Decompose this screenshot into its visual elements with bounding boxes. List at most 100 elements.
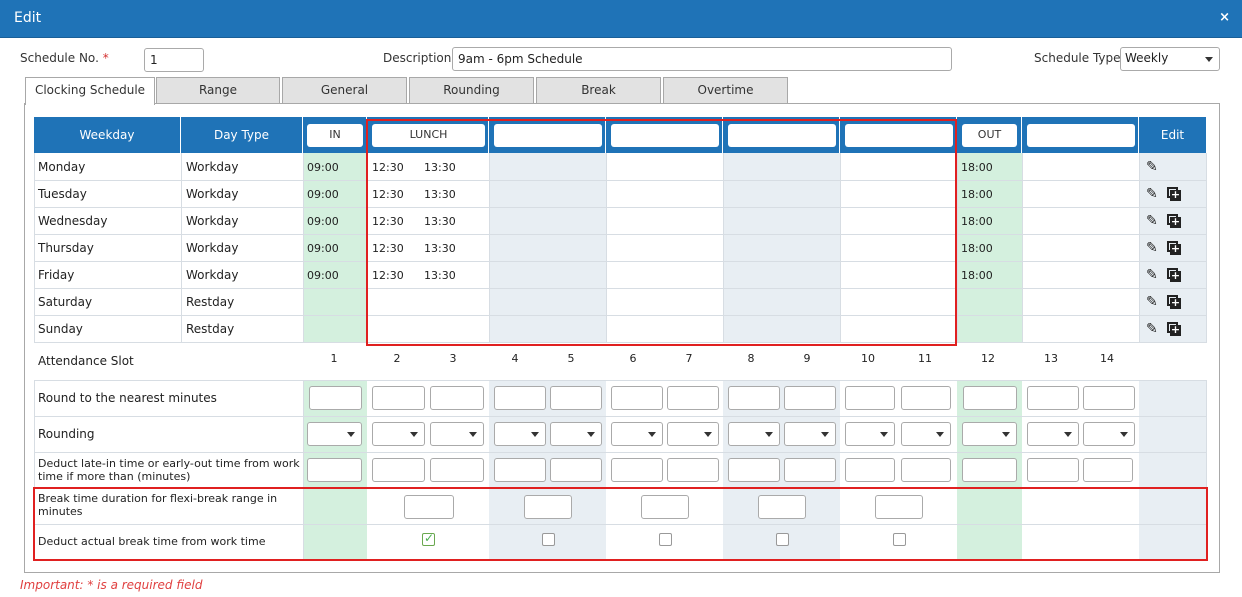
rounding-select[interactable]: [784, 422, 836, 446]
copy-add-icon[interactable]: +: [1167, 295, 1181, 309]
rounding-select[interactable]: [307, 422, 362, 446]
deduct-late-input[interactable]: [494, 458, 546, 482]
out-time[interactable]: 18:00: [961, 269, 993, 282]
in-time[interactable]: 09:00: [307, 269, 339, 282]
rounding-select[interactable]: [845, 422, 895, 446]
deduct-late-input[interactable]: [1083, 458, 1133, 482]
round-input[interactable]: [372, 386, 425, 410]
copy-add-icon[interactable]: +: [1167, 214, 1181, 228]
round-input[interactable]: [550, 386, 602, 410]
round-input[interactable]: [901, 386, 951, 410]
deduct-late-input[interactable]: [962, 458, 1017, 482]
slot-header-input[interactable]: [728, 124, 836, 147]
slot-header-input[interactable]: [494, 124, 602, 147]
lunch-end-time[interactable]: 13:30: [424, 188, 456, 201]
lunch-end-time[interactable]: 13:30: [424, 161, 456, 174]
rounding-select[interactable]: [494, 422, 546, 446]
slot-header-input[interactable]: [611, 124, 719, 147]
in-header-input[interactable]: IN: [307, 124, 363, 147]
copy-add-icon[interactable]: +: [1167, 322, 1181, 336]
out-time[interactable]: 18:00: [961, 215, 993, 228]
in-time[interactable]: 09:00: [307, 161, 339, 174]
break-duration-input[interactable]: [404, 495, 454, 519]
copy-add-icon[interactable]: +: [1167, 241, 1181, 255]
deduct-late-input[interactable]: [784, 458, 836, 482]
deduct-late-input[interactable]: [667, 458, 719, 482]
round-input[interactable]: [309, 386, 362, 410]
tab-range[interactable]: Range: [156, 77, 280, 104]
out-time[interactable]: 18:00: [961, 188, 993, 201]
break-duration-input[interactable]: [875, 495, 923, 519]
rounding-select[interactable]: [901, 422, 951, 446]
slot-header-input[interactable]: [845, 124, 953, 147]
round-input[interactable]: [784, 386, 836, 410]
schedule-type-select[interactable]: Weekly: [1120, 47, 1220, 71]
deduct-break-checkbox[interactable]: [422, 531, 435, 546]
rounding-select[interactable]: [372, 422, 425, 446]
slot-header-input[interactable]: [1027, 124, 1135, 147]
lunch-start-time[interactable]: 12:30: [372, 188, 404, 201]
lunch-start-time[interactable]: 12:30: [372, 242, 404, 255]
break-duration-input[interactable]: [524, 495, 572, 519]
deduct-late-input[interactable]: [728, 458, 780, 482]
pencil-icon[interactable]: ✎: [1146, 159, 1158, 175]
rounding-select[interactable]: [1083, 422, 1135, 446]
round-input[interactable]: [1027, 386, 1079, 410]
round-input[interactable]: [494, 386, 546, 410]
rounding-select[interactable]: [550, 422, 602, 446]
schedule-no-input[interactable]: 1: [144, 48, 204, 72]
lunch-end-time[interactable]: 13:30: [424, 242, 456, 255]
pencil-icon[interactable]: ✎: [1146, 213, 1158, 229]
break-duration-input[interactable]: [641, 495, 689, 519]
round-input[interactable]: [728, 386, 780, 410]
tab-clocking-schedule[interactable]: Clocking Schedule: [25, 77, 155, 105]
pencil-icon[interactable]: ✎: [1146, 267, 1158, 283]
deduct-late-input[interactable]: [611, 458, 663, 482]
rounding-select[interactable]: [1027, 422, 1079, 446]
deduct-late-input[interactable]: [1027, 458, 1079, 482]
round-input[interactable]: [611, 386, 663, 410]
pencil-icon[interactable]: ✎: [1146, 240, 1158, 256]
out-time[interactable]: 18:00: [961, 242, 993, 255]
lunch-header-input[interactable]: LUNCH: [372, 124, 485, 147]
rounding-select[interactable]: [430, 422, 484, 446]
rounding-select[interactable]: [667, 422, 719, 446]
tab-rounding[interactable]: Rounding: [409, 77, 534, 104]
deduct-late-input[interactable]: [550, 458, 602, 482]
rounding-select[interactable]: [611, 422, 663, 446]
out-time[interactable]: 18:00: [961, 161, 993, 174]
rounding-select[interactable]: [728, 422, 780, 446]
round-input[interactable]: [845, 386, 895, 410]
deduct-break-checkbox[interactable]: [542, 533, 555, 546]
break-duration-input[interactable]: [758, 495, 806, 519]
deduct-late-input[interactable]: [430, 458, 484, 482]
lunch-end-time[interactable]: 13:30: [424, 215, 456, 228]
round-input[interactable]: [1083, 386, 1135, 410]
lunch-start-time[interactable]: 12:30: [372, 215, 404, 228]
rounding-select[interactable]: [962, 422, 1017, 446]
deduct-break-checkbox[interactable]: [893, 533, 906, 546]
tab-break[interactable]: Break: [536, 77, 661, 104]
copy-add-icon[interactable]: +: [1167, 268, 1181, 282]
deduct-late-input[interactable]: [307, 458, 362, 482]
copy-add-icon[interactable]: +: [1167, 187, 1181, 201]
round-input[interactable]: [963, 386, 1017, 410]
tab-general[interactable]: General: [282, 77, 407, 104]
deduct-late-input[interactable]: [845, 458, 895, 482]
pencil-icon[interactable]: ✎: [1146, 321, 1158, 337]
lunch-start-time[interactable]: 12:30: [372, 269, 404, 282]
in-time[interactable]: 09:00: [307, 215, 339, 228]
deduct-late-input[interactable]: [372, 458, 425, 482]
lunch-start-time[interactable]: 12:30: [372, 161, 404, 174]
deduct-late-input[interactable]: [901, 458, 951, 482]
lunch-end-time[interactable]: 13:30: [424, 269, 456, 282]
pencil-icon[interactable]: ✎: [1146, 186, 1158, 202]
round-input[interactable]: [430, 386, 484, 410]
round-input[interactable]: [667, 386, 719, 410]
out-header-input[interactable]: OUT: [962, 124, 1017, 147]
in-time[interactable]: 09:00: [307, 188, 339, 201]
close-icon[interactable]: ×: [1219, 10, 1230, 25]
in-time[interactable]: 09:00: [307, 242, 339, 255]
tab-overtime[interactable]: Overtime: [663, 77, 788, 104]
description-input[interactable]: 9am - 6pm Schedule: [452, 47, 952, 71]
